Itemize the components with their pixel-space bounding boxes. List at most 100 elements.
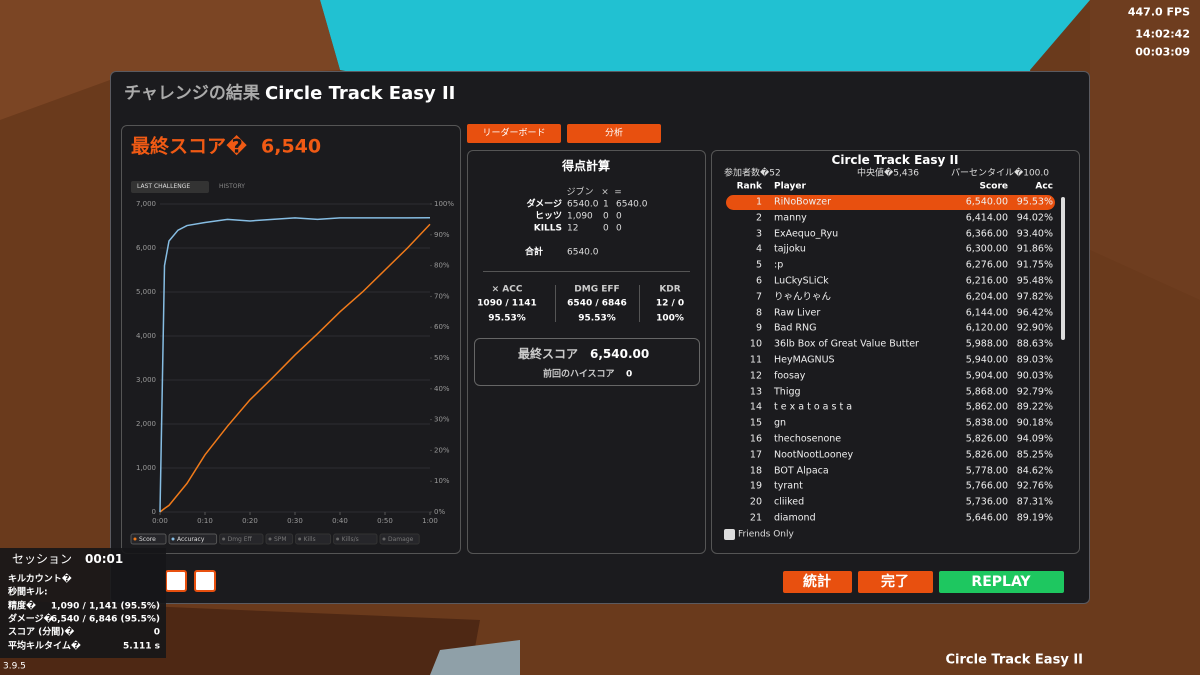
thumbs-up[interactable]	[165, 570, 187, 592]
cell: 87.31%	[1016, 496, 1053, 508]
stat: 6540 / 6846	[567, 298, 627, 309]
final-box	[474, 338, 700, 386]
y2-tick-label: 100%	[434, 200, 454, 208]
cell: 12	[749, 370, 762, 382]
cell: 6,540.00	[965, 196, 1008, 208]
y-tick-label: 7,000	[136, 200, 156, 208]
cell: 6,300.00	[965, 243, 1008, 255]
divider	[639, 285, 640, 322]
cell: 96.42%	[1016, 306, 1053, 318]
cell: gn	[774, 417, 787, 429]
legend-item	[333, 533, 378, 545]
stat: 12 / 0	[655, 298, 685, 309]
stat: KDR	[659, 284, 681, 295]
col-header: ×	[601, 187, 609, 198]
cell: 5,826.00	[965, 449, 1008, 461]
thumbs-down[interactable]	[194, 570, 216, 592]
scrollbar[interactable]	[1061, 197, 1065, 340]
y-tick-label: 5,000	[136, 288, 156, 296]
cell: 93.40%	[1016, 227, 1053, 239]
legend-item	[265, 533, 294, 545]
map-name: Circle Track Easy II	[945, 652, 1083, 668]
series-line	[159, 223, 431, 513]
legend-dot	[222, 537, 226, 541]
button-label: 分析	[604, 128, 624, 139]
divider	[483, 271, 690, 272]
stats-button[interactable]	[783, 571, 852, 593]
clock: 14:02:42	[1135, 27, 1190, 41]
cell: NootNootLooney	[774, 449, 854, 461]
session-time: 00:01	[85, 553, 124, 565]
cell: thechosenone	[774, 433, 842, 445]
leaderboard-button[interactable]	[467, 124, 561, 143]
cell: 89.22%	[1016, 401, 1053, 413]
col-header: ジブン	[566, 187, 594, 198]
y2-tick-label: 40%	[434, 385, 450, 393]
session-value: 0	[153, 627, 160, 638]
cell: 12	[567, 223, 579, 234]
checkbox[interactable]	[724, 529, 735, 540]
final-value: 6,540.00	[590, 347, 650, 361]
x-tick-label: 0:00	[152, 517, 168, 525]
y2-tick-label: 90%	[434, 231, 450, 239]
y-tick-label: 2,000	[136, 420, 156, 428]
cell: 5,904.00	[965, 370, 1008, 382]
legend-label: Accuracy	[177, 536, 205, 543]
cell: 88.63%	[1016, 338, 1053, 350]
total-label: 合計	[525, 247, 544, 258]
stat: 1090 / 1141	[477, 298, 537, 309]
cell: 0	[603, 211, 609, 222]
legend-dot	[133, 537, 137, 541]
cell: 5,940.00	[965, 354, 1008, 366]
cell: BOT Alpaca	[774, 464, 829, 476]
legend-item	[130, 533, 167, 545]
final-score: 6,540	[261, 135, 322, 158]
leaderboard-title: Circle Track Easy II	[831, 153, 959, 167]
cell: 90.03%	[1016, 370, 1053, 382]
tab: HISTORY	[219, 183, 245, 190]
cell: 5,868.00	[965, 385, 1008, 397]
cell: Raw Liver	[774, 306, 821, 318]
chart-panel	[121, 125, 461, 554]
stat: DMG EFF	[574, 284, 620, 295]
col-header: Rank	[736, 181, 762, 192]
analysis-button[interactable]	[567, 124, 661, 143]
cell: 6,366.00	[965, 227, 1008, 239]
x-tick-label: 0:30	[287, 517, 303, 525]
final-label: 最終スコア	[518, 347, 579, 361]
cell: t e x a t o a s t a	[774, 401, 853, 413]
y2-tick-label: 70%	[434, 292, 450, 300]
cell: 92.79%	[1016, 385, 1053, 397]
replay-button[interactable]	[939, 571, 1064, 593]
y2-tick-label: 50%	[434, 354, 450, 362]
legend-dot	[171, 537, 175, 541]
legend-label: Kills/s	[342, 536, 359, 543]
y-tick-label: 3,000	[136, 376, 156, 384]
legend-dot	[382, 537, 386, 541]
x-tick-label: 0:50	[377, 517, 393, 525]
cell: 5,646.00	[965, 512, 1008, 524]
cell: 94.02%	[1016, 212, 1053, 224]
legend-item	[295, 533, 332, 545]
tab-active[interactable]	[131, 181, 209, 193]
legend-label: Dmg Eff	[228, 536, 253, 543]
cell: ExAequo_Ryu	[774, 227, 839, 239]
session-value: 1,090 / 1,141 (95.5%)	[50, 601, 160, 612]
cell: cliiked	[774, 496, 805, 508]
window-title: チャレンジの結果	[124, 83, 260, 104]
done-button[interactable]	[858, 571, 933, 593]
y-tick-label: 6,000	[136, 244, 156, 252]
stat: × ACC	[491, 284, 523, 295]
cell: 6	[755, 275, 762, 287]
cell: manny	[774, 212, 807, 224]
cell: 92.90%	[1016, 322, 1053, 334]
final-score-label: 最終スコア�	[131, 135, 248, 158]
stat: 95.53%	[488, 313, 526, 324]
cell: 20	[749, 496, 762, 508]
cell: 5,826.00	[965, 433, 1008, 445]
cell: 14	[749, 401, 762, 413]
fps: 447.0 FPS	[1127, 5, 1190, 19]
cell: りゃんりゃん	[774, 291, 832, 303]
panel-title: 得点計算	[561, 159, 611, 173]
legend-dot	[268, 537, 272, 541]
